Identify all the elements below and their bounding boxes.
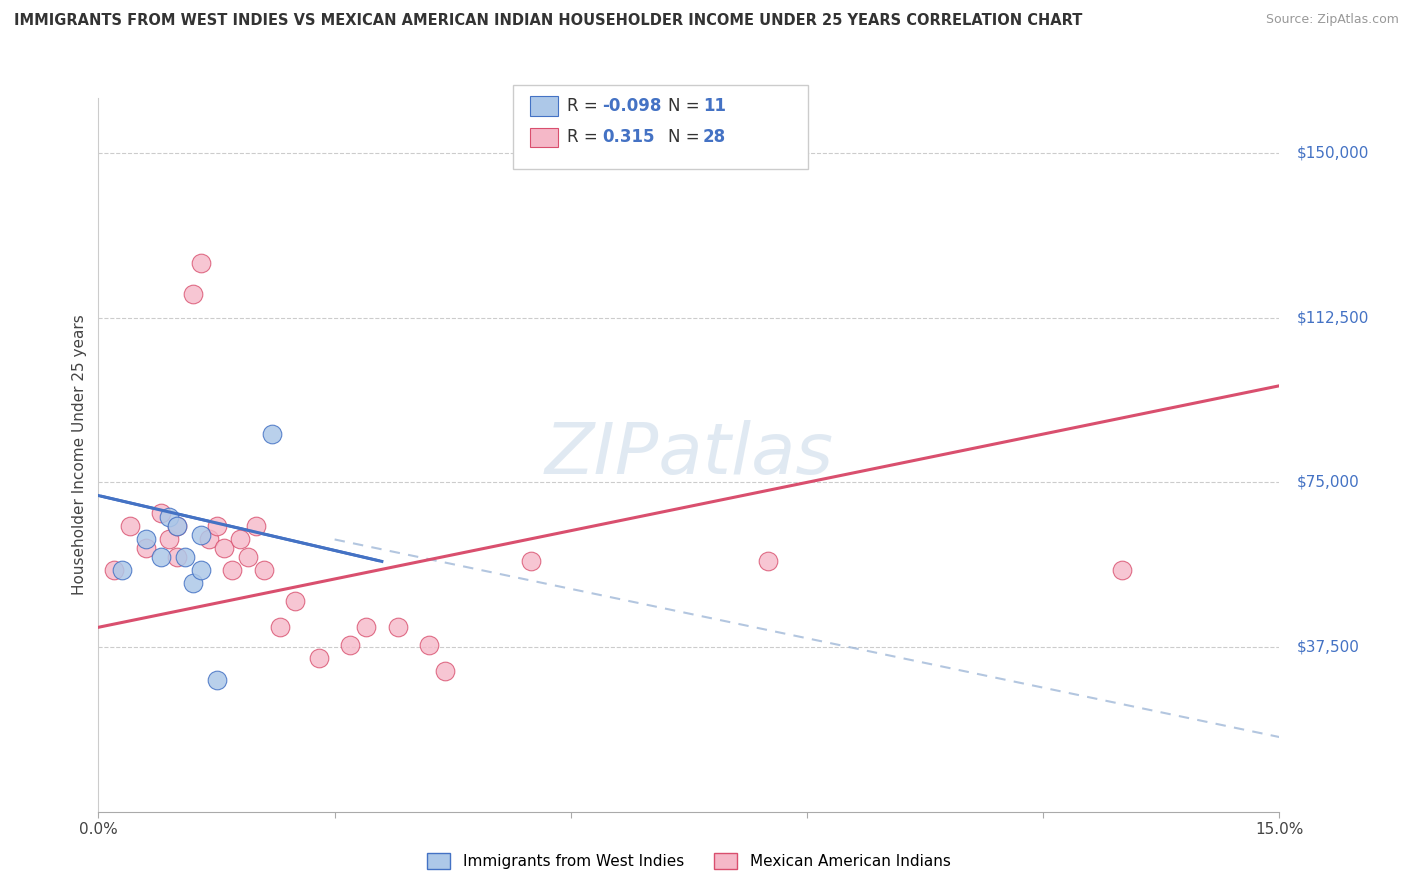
Point	[284, 594, 307, 608]
Point	[181, 286, 204, 301]
Point	[354, 620, 377, 634]
Point	[756, 554, 779, 568]
Text: IMMIGRANTS FROM WEST INDIES VS MEXICAN AMERICAN INDIAN HOUSEHOLDER INCOME UNDER : IMMIGRANTS FROM WEST INDIES VS MEXICAN A…	[14, 13, 1083, 29]
Point	[214, 541, 236, 556]
Text: $37,500: $37,500	[1298, 640, 1360, 655]
Legend: Immigrants from West Indies, Mexican American Indians: Immigrants from West Indies, Mexican Ame…	[422, 847, 956, 875]
Point	[135, 541, 157, 556]
Point	[190, 563, 212, 577]
Point	[253, 563, 276, 577]
Text: ZIPatlas: ZIPatlas	[544, 420, 834, 490]
Point	[339, 638, 361, 652]
Point	[190, 256, 212, 270]
Point	[174, 549, 197, 564]
Point	[150, 506, 173, 520]
Text: Source: ZipAtlas.com: Source: ZipAtlas.com	[1265, 13, 1399, 27]
Point	[166, 519, 188, 533]
Text: 28: 28	[703, 128, 725, 146]
Point	[157, 533, 180, 547]
Text: $112,500: $112,500	[1298, 310, 1369, 326]
Point	[418, 638, 440, 652]
Point	[308, 651, 330, 665]
Y-axis label: Householder Income Under 25 years: Householder Income Under 25 years	[72, 315, 87, 595]
Point	[166, 549, 188, 564]
Point	[205, 519, 228, 533]
Point	[1111, 563, 1133, 577]
Point	[229, 533, 252, 547]
Point	[111, 563, 134, 577]
Point	[103, 563, 125, 577]
Point	[166, 519, 188, 533]
Point	[190, 528, 212, 542]
Point	[181, 576, 204, 591]
Point	[236, 549, 259, 564]
Text: 0.315: 0.315	[602, 128, 654, 146]
Text: -0.098: -0.098	[602, 97, 661, 115]
Point	[157, 510, 180, 524]
Point	[433, 664, 456, 678]
Point	[197, 533, 219, 547]
Text: 11: 11	[703, 97, 725, 115]
Text: N =: N =	[668, 128, 704, 146]
Point	[135, 533, 157, 547]
Point	[245, 519, 267, 533]
Text: $150,000: $150,000	[1298, 145, 1369, 161]
Text: N =: N =	[668, 97, 704, 115]
Point	[118, 519, 141, 533]
Text: $75,000: $75,000	[1298, 475, 1360, 490]
Point	[221, 563, 243, 577]
Point	[150, 549, 173, 564]
Text: R =: R =	[567, 97, 603, 115]
Point	[520, 554, 543, 568]
Point	[387, 620, 409, 634]
Point	[269, 620, 291, 634]
Point	[260, 427, 283, 442]
Point	[205, 673, 228, 687]
Text: R =: R =	[567, 128, 607, 146]
